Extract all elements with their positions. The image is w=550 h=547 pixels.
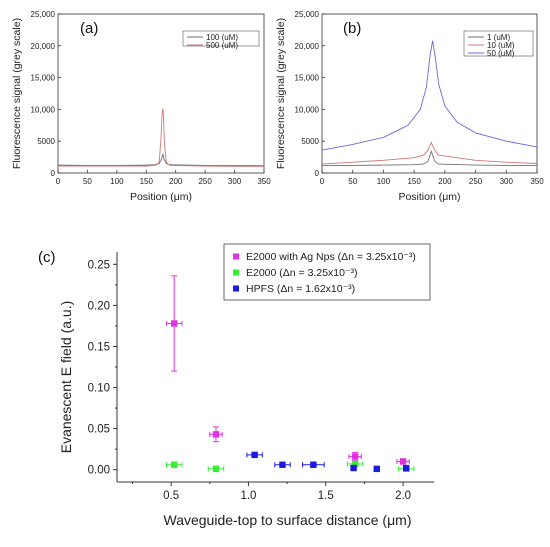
data-point-series-3 <box>279 461 286 468</box>
y-tick-label: 0.25 <box>88 259 110 271</box>
x-axis-label: Position (μm) <box>130 191 192 203</box>
data-point-series-1 <box>399 458 407 465</box>
y-tick-label: 0.15 <box>88 341 110 353</box>
data-point-series-1 <box>212 431 220 438</box>
legend-entry: E2000 with Ag Nps (Δn = 3.25x10⁻³) <box>246 251 416 263</box>
y-axis-label: Fluorescence signal (grey scale) <box>275 18 287 169</box>
series-line-1 <box>57 153 265 167</box>
data-point-series-2 <box>171 461 178 468</box>
x-tick-label: 2.0 <box>395 490 411 502</box>
y-tick-label: 0.00 <box>88 465 110 477</box>
y-tick-label: 15,000 <box>31 74 56 83</box>
legend: 1 (uM)10 (uM)50 (uM) <box>463 30 534 58</box>
x-tick-label: 200 <box>438 177 452 186</box>
x-tick-label: 200 <box>169 177 183 186</box>
series-line-2 <box>321 141 538 165</box>
y-tick-label: 5000 <box>37 137 55 146</box>
data-point-series-3 <box>310 461 317 468</box>
y-tick-label: 10,000 <box>295 105 320 114</box>
y-tick-label: 20,000 <box>295 42 320 51</box>
x-tick-label: 300 <box>228 177 242 186</box>
legend: 100 (uM)500 (uM) <box>182 30 260 50</box>
legend-marker <box>233 285 239 292</box>
legend-entry: E2000 (Δn = 3.25x10⁻³) <box>246 267 358 279</box>
legend: E2000 with Ag Nps (Δn = 3.25x10⁻³) E2000 … <box>223 243 431 301</box>
x-tick-label: 100 <box>110 177 124 186</box>
series-line-3 <box>321 40 538 151</box>
y-axis-label: Evanescent E field (a.u.) <box>58 301 74 454</box>
data-point-series-2 <box>351 460 359 468</box>
data-point-series-3 <box>350 464 357 472</box>
x-tick-label: 250 <box>469 177 483 186</box>
y-axis-label: Fluorescence signal (grey scale) <box>11 18 23 169</box>
legend-entry: 100 (uM) <box>206 33 238 42</box>
x-tick-label: 1.5 <box>318 490 334 502</box>
y-tick-label: 25,000 <box>31 10 56 19</box>
panel-a: 0 50 100 150 200 250 300 350 0 5000 10,000 15,000 20… <box>11 10 271 203</box>
data-point-series-2 <box>212 465 220 473</box>
panel-label: (b) <box>343 20 361 37</box>
data-point-series-1 <box>171 320 178 327</box>
x-tick-label: 0 <box>56 177 61 186</box>
legend-box <box>182 30 260 47</box>
series-line-1 <box>322 149 537 166</box>
x-tick-label: 50 <box>348 177 357 186</box>
y-tick-label: 5000 <box>301 137 319 146</box>
legend-entry: 10 (uM) <box>487 41 515 50</box>
x-tick-label: 1.0 <box>240 490 256 502</box>
x-tick-label: 250 <box>198 177 212 186</box>
legend-entry: 1 (uM) <box>487 33 510 42</box>
x-tick-label: 300 <box>500 177 514 186</box>
data-point-series-3 <box>251 451 258 459</box>
panel-label: (a) <box>80 20 98 37</box>
legend-marker <box>233 253 239 260</box>
series-line-2 <box>58 108 264 167</box>
legend-entry: 500 (uM) <box>206 41 238 50</box>
panel-c: 0.5 1.0 1.5 2.0 0.00 0.05 0.10 0.15 0.20 0.25 Wave… <box>38 243 434 528</box>
y-tick-label: 0 <box>51 169 56 178</box>
x-tick-label: 150 <box>140 177 154 186</box>
data-point-series-1 <box>351 453 359 460</box>
x-tick-label: 150 <box>407 177 421 186</box>
plot-frame <box>321 13 538 174</box>
panel-b: 0 50 100 150 200 250 300 350 0 5000 10,000 15,000 20… <box>275 10 544 203</box>
legend-marker <box>233 269 239 276</box>
legend-box <box>463 30 534 57</box>
x-tick-label: 50 <box>83 177 92 186</box>
panel-label: (c) <box>38 249 56 266</box>
legend-box <box>223 243 431 301</box>
y-tick-label: 25,000 <box>295 10 320 19</box>
y-tick-label: 0.10 <box>88 383 110 395</box>
x-tick-label: 350 <box>257 177 271 186</box>
y-tick-label: 10,000 <box>31 105 56 114</box>
y-tick-label: 0.05 <box>88 424 110 436</box>
y-tick-label: 15,000 <box>295 74 320 83</box>
plot-frame <box>57 13 265 174</box>
x-tick-label: 350 <box>530 177 544 186</box>
x-tick-label: 100 <box>377 177 391 186</box>
x-axis-label: Position (μm) <box>398 191 460 203</box>
y-tick-label: 20,000 <box>31 42 56 51</box>
legend-entry: HPFS (Δn = 1.62x10⁻³) <box>246 283 355 295</box>
y-tick-label: 0.20 <box>88 300 110 312</box>
data-point-series-3 <box>373 465 380 473</box>
x-tick-label: 0 <box>320 177 325 186</box>
y-tick-label: 0 <box>315 169 320 178</box>
legend-entry: 50 (uM) <box>487 49 515 58</box>
x-tick-label: 0.5 <box>163 490 179 502</box>
data-point-series-3 <box>402 464 410 472</box>
x-axis-label: Waveguide-top to surface distance (μm) <box>164 512 412 528</box>
